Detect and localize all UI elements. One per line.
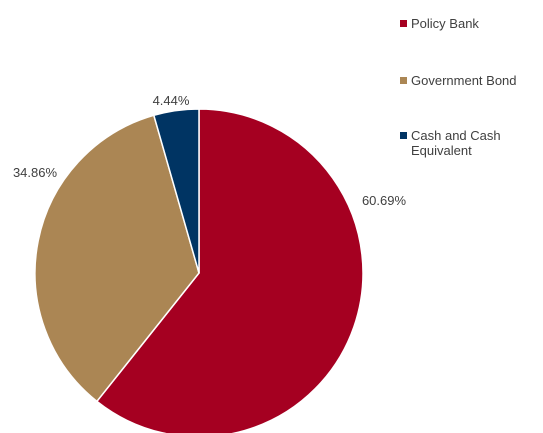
data-label-cash: 4.44% <box>153 93 190 108</box>
legend-label-government-bond: Government Bond <box>411 73 517 88</box>
legend-label-policy-bank: Policy Bank <box>411 16 479 31</box>
slice-cash <box>152 108 200 274</box>
pie-slices <box>34 108 364 433</box>
slice-government-bond <box>34 114 200 403</box>
legend-item-government-bond: Government Bond <box>400 73 540 88</box>
legend-label-cash-line2: Equivalent <box>411 143 472 158</box>
legend-label-cash-line1: Cash and Cash <box>411 128 501 143</box>
legend-item-policy-bank: Policy Bank <box>400 16 540 31</box>
legend-item-cash: Cash and Cash Equivalent <box>400 128 540 158</box>
data-label-policy-bank: 60.69% <box>362 193 407 208</box>
data-label-government-bond: 34.86% <box>13 165 58 180</box>
slice-policy-bank <box>95 108 364 433</box>
legend-swatch-government-bond <box>400 77 407 84</box>
legend-swatch-cash <box>400 132 407 139</box>
legend-swatch-policy-bank <box>400 20 407 27</box>
pie-data-labels: 60.69% 34.86% 4.44% <box>13 93 407 208</box>
